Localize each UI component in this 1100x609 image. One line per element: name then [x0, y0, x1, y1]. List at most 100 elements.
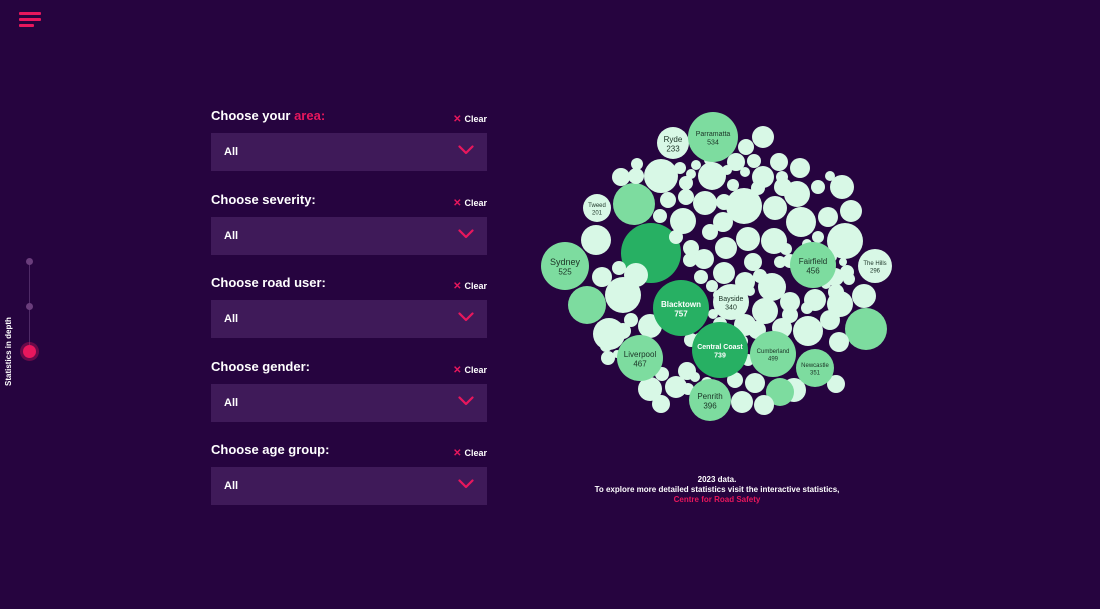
- area-bubble[interactable]: [758, 273, 786, 301]
- filter-road-user-clear-button[interactable]: ✕ Clear: [453, 281, 487, 292]
- gender-select[interactable]: All: [211, 383, 487, 422]
- area-bubble[interactable]: [736, 227, 760, 251]
- area-bubble[interactable]: [660, 192, 676, 208]
- bubble-tweed-circle[interactable]: [583, 194, 611, 222]
- area-bubble[interactable]: [839, 258, 847, 266]
- area-bubble[interactable]: [744, 253, 762, 271]
- area-bubble[interactable]: [776, 171, 788, 183]
- area-bubble[interactable]: [678, 189, 694, 205]
- area-bubble[interactable]: [631, 158, 643, 170]
- area-bubble[interactable]: [713, 262, 735, 284]
- menu-icon[interactable]: [19, 12, 41, 30]
- area-bubble[interactable]: [828, 284, 844, 300]
- area-bubble[interactable]: [786, 207, 816, 237]
- bubble-blacktown-circle[interactable]: [653, 280, 709, 336]
- area-bubble[interactable]: [726, 188, 762, 224]
- area-bubble[interactable]: [612, 261, 626, 275]
- area-bubble[interactable]: [751, 181, 765, 195]
- area-bubble[interactable]: [669, 230, 683, 244]
- area-bubble[interactable]: [818, 207, 838, 227]
- area-bubble[interactable]: [581, 225, 611, 255]
- centre-for-road-safety-link[interactable]: Centre for Road Safety: [673, 495, 761, 504]
- area-bubble[interactable]: [716, 194, 732, 210]
- area-bubble[interactable]: [811, 180, 825, 194]
- area-bubble[interactable]: [812, 231, 824, 243]
- area-bubble[interactable]: [652, 395, 670, 413]
- area-bubble[interactable]: [653, 209, 667, 223]
- area-bubble[interactable]: [702, 224, 718, 240]
- area-bubble[interactable]: [683, 253, 697, 267]
- filter-severity-clear-button[interactable]: ✕ Clear: [453, 197, 487, 209]
- area-bubble[interactable]: [686, 169, 696, 179]
- area-bubble[interactable]: [780, 292, 800, 312]
- area-bubble[interactable]: [638, 377, 662, 401]
- area-bubble[interactable]: [694, 270, 708, 284]
- area-bubble[interactable]: [827, 375, 845, 393]
- area-bubble[interactable]: [825, 171, 835, 181]
- bubble-penrith-circle[interactable]: [689, 379, 731, 421]
- area-bubble[interactable]: [698, 162, 726, 190]
- area-bubble[interactable]: [745, 373, 765, 393]
- area-bubble[interactable]: [738, 139, 754, 155]
- area-bubble[interactable]: [612, 168, 630, 186]
- area-bubble[interactable]: [731, 391, 753, 413]
- area-bubble[interactable]: [624, 313, 638, 327]
- area-select[interactable]: All: [211, 133, 487, 171]
- area-bubble[interactable]: [727, 153, 745, 171]
- bubble-ryde-circle[interactable]: [657, 127, 689, 159]
- area-bubble[interactable]: [713, 212, 733, 232]
- bubble-parramatta-circle[interactable]: [688, 112, 738, 162]
- area-bubble[interactable]: [740, 167, 750, 177]
- area-bubble[interactable]: [852, 284, 876, 308]
- area-bubble[interactable]: [706, 280, 718, 292]
- area-bubble[interactable]: [754, 173, 762, 181]
- area-bubble[interactable]: [770, 153, 788, 171]
- area-bubble[interactable]: [693, 191, 717, 215]
- area-bubble[interactable]: [600, 340, 612, 352]
- filter-gender-clear-button[interactable]: ✕ Clear: [453, 364, 487, 376]
- bubble-the-hills-circle[interactable]: [858, 249, 892, 283]
- age-group-select[interactable]: All: [211, 467, 487, 505]
- area-bubble[interactable]: [715, 237, 737, 259]
- area-bubble[interactable]: [766, 378, 794, 406]
- area-bubble[interactable]: [722, 165, 732, 175]
- area-bubble[interactable]: [763, 196, 787, 220]
- area-bubble[interactable]: [708, 309, 718, 319]
- area-bubble[interactable]: [774, 178, 792, 196]
- section-nav-dot-1[interactable]: [26, 258, 33, 265]
- area-bubble[interactable]: [843, 273, 855, 285]
- area-bubble[interactable]: [679, 176, 693, 190]
- area-bubble[interactable]: [727, 179, 739, 191]
- road-user-select[interactable]: All: [211, 300, 487, 338]
- filter-area-clear-button[interactable]: ✕ Clear: [453, 114, 487, 125]
- bubble-bayside-circle[interactable]: [713, 284, 749, 320]
- area-bubble[interactable]: [624, 263, 648, 287]
- area-bubble[interactable]: [793, 316, 823, 346]
- area-bubble[interactable]: [670, 208, 696, 234]
- area-bubble[interactable]: [790, 158, 810, 178]
- area-bubble[interactable]: [747, 154, 761, 168]
- area-bubble[interactable]: [592, 267, 612, 287]
- area-bubble[interactable]: [829, 231, 839, 241]
- section-nav-dot-2[interactable]: [26, 303, 33, 310]
- area-bubble[interactable]: [780, 243, 792, 255]
- area-bubble[interactable]: [674, 162, 686, 174]
- area-bubble[interactable]: [727, 372, 743, 388]
- area-bubble[interactable]: [801, 302, 813, 314]
- area-bubble[interactable]: [691, 160, 701, 170]
- area-bubble[interactable]: [694, 249, 714, 269]
- area-bubble[interactable]: [820, 310, 840, 330]
- area-bubble[interactable]: [613, 183, 655, 225]
- area-bubble[interactable]: [690, 372, 700, 382]
